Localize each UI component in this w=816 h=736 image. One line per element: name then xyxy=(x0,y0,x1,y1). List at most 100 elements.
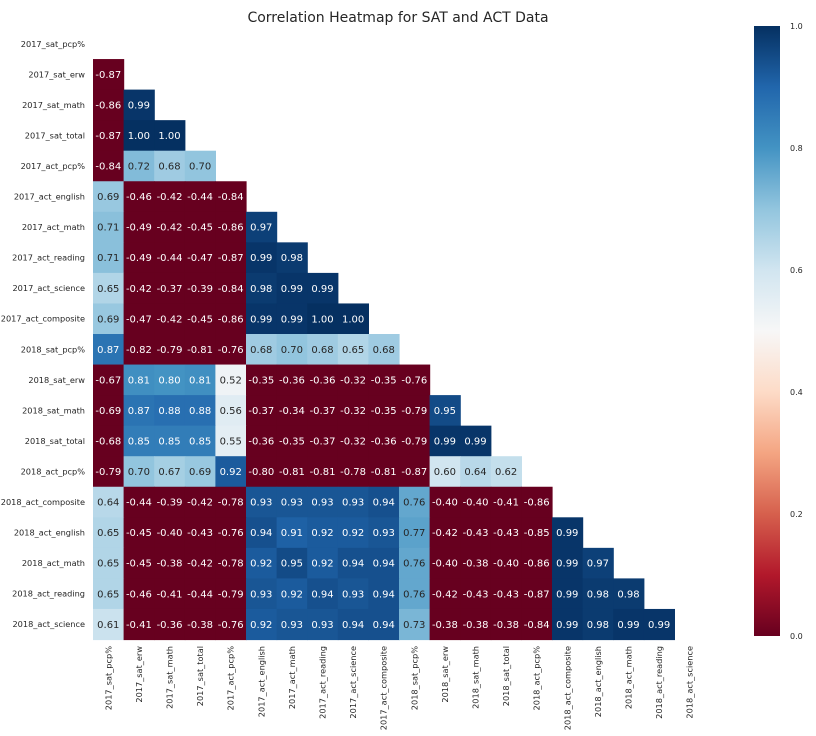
row-label: 2018_act_science xyxy=(12,619,85,629)
row-label: 2017_sat_pcp% xyxy=(21,39,85,49)
row-label: 2018_sat_total xyxy=(25,436,85,446)
heatmap-cell xyxy=(368,517,400,549)
heatmap-cell xyxy=(429,425,461,457)
heatmap-cell xyxy=(399,364,431,396)
column-label: 2018_act_science xyxy=(685,646,695,719)
heatmap-cell xyxy=(337,608,369,641)
row-labels: 2017_sat_pcp% 2017_sat_erw 2017_sat_math 20… xyxy=(1,39,86,629)
column-label: 2018_act_reading xyxy=(654,646,664,719)
heatmap-cell xyxy=(337,334,369,366)
heatmap-cell xyxy=(215,578,247,610)
cell-value-label: 0.99 xyxy=(556,589,578,600)
heatmap-cell xyxy=(399,425,431,457)
cell-value-label: -0.84 xyxy=(218,192,244,203)
row-label: 2018_act_english xyxy=(14,528,85,538)
cell-value-label: 0.98 xyxy=(587,620,609,631)
cell-value-label: 0.68 xyxy=(311,345,333,356)
cell-value-label: 0.85 xyxy=(189,437,211,448)
cell-value-label: -0.78 xyxy=(340,467,366,478)
heatmap-cell xyxy=(613,578,645,610)
cell-value-label: -0.43 xyxy=(463,528,489,539)
heatmap-cell xyxy=(184,547,216,579)
heatmap-cell xyxy=(93,242,125,274)
cell-value-label: -0.35 xyxy=(371,406,397,417)
row-label: 2017_act_english xyxy=(14,192,85,202)
heatmap-cell xyxy=(215,395,247,427)
heatmap-cell xyxy=(368,578,400,610)
cell-value-label: -0.79 xyxy=(157,345,183,356)
cell-value-label: 0.68 xyxy=(250,345,272,356)
cell-value-label: 0.99 xyxy=(281,284,303,295)
heatmap-cell xyxy=(368,456,400,488)
heatmap-cell xyxy=(184,578,216,610)
cell-value-label: -0.38 xyxy=(463,620,489,631)
heatmap-cells: -0.87 -0.86 0.99 -0.87 1.00 1.00 -0.84 0.72 0.68… xyxy=(93,59,675,641)
heatmap-cell xyxy=(399,547,431,579)
cell-value-label: -0.42 xyxy=(432,589,458,600)
heatmap-cell xyxy=(368,425,400,457)
cell-value-label: 0.65 xyxy=(97,528,119,539)
cell-value-label: -0.38 xyxy=(432,620,458,631)
cell-value-label: -0.38 xyxy=(493,620,519,631)
row-label: 2018_act_pcp% xyxy=(21,466,86,476)
cell-value-label: -0.84 xyxy=(95,162,121,173)
heatmap-cell xyxy=(215,517,247,549)
cell-value-label: 0.99 xyxy=(556,559,578,570)
cell-value-label: -0.36 xyxy=(310,375,336,386)
cell-value-label: 0.85 xyxy=(128,437,150,448)
cell-value-label: -0.40 xyxy=(432,559,458,570)
heatmap-cell xyxy=(399,578,431,610)
cell-value-label: -0.68 xyxy=(95,437,121,448)
row-label: 2017_act_science xyxy=(12,283,85,293)
heatmap-cell xyxy=(154,517,186,549)
cell-value-label: -0.49 xyxy=(126,253,152,264)
cell-value-label: -0.38 xyxy=(187,620,213,631)
heatmap-cell xyxy=(613,608,645,641)
cell-value-label: -0.86 xyxy=(218,223,244,234)
column-label: 2018_sat_erw xyxy=(440,646,450,703)
cell-value-label: 0.70 xyxy=(281,345,303,356)
heatmap-cell xyxy=(429,517,461,549)
cell-value-label: 0.92 xyxy=(342,528,364,539)
cell-value-label: 0.88 xyxy=(189,406,211,417)
heatmap-cell xyxy=(368,395,400,427)
heatmap-cell xyxy=(184,334,216,366)
cell-value-label: -0.40 xyxy=(432,498,458,509)
heatmap-cell xyxy=(246,486,278,518)
heatmap-cell xyxy=(93,120,125,152)
cell-value-label: -0.43 xyxy=(493,589,519,600)
cell-value-label: -0.79 xyxy=(401,406,427,417)
cell-value-label: -0.42 xyxy=(187,498,213,509)
row-label: 2017_sat_math xyxy=(22,100,85,110)
heatmap-cell xyxy=(123,547,155,579)
heatmap-cell xyxy=(399,608,431,641)
cell-value-label: 0.56 xyxy=(220,406,242,417)
cell-value-label: -0.79 xyxy=(218,589,244,600)
cell-value-label: -0.38 xyxy=(463,559,489,570)
cell-value-label: 0.92 xyxy=(311,559,333,570)
heatmap-cell xyxy=(399,456,431,488)
heatmap-cell xyxy=(123,120,155,152)
cell-value-label: 0.94 xyxy=(311,589,333,600)
cell-value-label: -0.44 xyxy=(187,589,213,600)
heatmap-cell xyxy=(93,395,125,427)
heatmap-cell xyxy=(552,578,584,610)
heatmap-cell xyxy=(93,334,125,366)
cell-value-label: -0.87 xyxy=(524,589,550,600)
heatmap-cell xyxy=(307,364,339,396)
cell-value-label: 0.67 xyxy=(158,467,180,478)
row-label: 2017_act_math xyxy=(22,222,85,232)
cell-value-label: 0.94 xyxy=(373,498,395,509)
heatmap-cell xyxy=(123,303,155,335)
heatmap-cell xyxy=(337,486,369,518)
cell-value-label: 0.99 xyxy=(128,100,150,111)
cell-value-label: -0.78 xyxy=(218,498,244,509)
cell-value-label: -0.47 xyxy=(187,253,213,264)
heatmap-cell xyxy=(276,364,308,396)
heatmap-cell xyxy=(123,211,155,243)
row-label: 2017_sat_erw xyxy=(28,69,85,79)
heatmap-cell xyxy=(154,364,186,396)
column-label: 2017_act_english xyxy=(256,646,266,717)
cell-value-label: 0.93 xyxy=(311,498,333,509)
